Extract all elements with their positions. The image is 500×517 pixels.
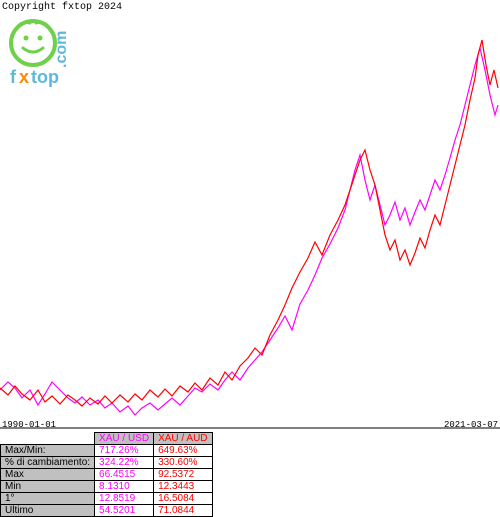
table-header-row: XAU / USD XAU / AUD [1, 433, 213, 445]
row-value-1: 54.5201 [95, 505, 154, 517]
table-row: Max/Min:717.26%649.63% [1, 445, 213, 457]
x-start-label: 1990-01-01 [2, 420, 56, 430]
line-chart [0, 10, 500, 420]
row-label: Max/Min: [1, 445, 95, 457]
x-end-label: 2021-03-07 [444, 420, 498, 430]
row-value-2: 330.60% [154, 457, 212, 469]
row-value-1: 66.4515 [95, 469, 154, 481]
row-value-2: 92.5372 [154, 469, 212, 481]
table-row: 1°12.851916.5084 [1, 493, 213, 505]
row-value-1: 8.1310 [95, 481, 154, 493]
row-value-2: 649.63% [154, 445, 212, 457]
table-row: Min8.131012.3443 [1, 481, 213, 493]
col2-header: XAU / AUD [154, 433, 212, 445]
empty-cell [1, 433, 95, 445]
series-line [0, 48, 498, 415]
table-row: Ultimo54.520171.0844 [1, 505, 213, 517]
row-label: 1° [1, 493, 95, 505]
table-row: Max66.451592.5372 [1, 469, 213, 481]
row-value-2: 12.3443 [154, 481, 212, 493]
row-label: Min [1, 481, 95, 493]
row-label: Max [1, 469, 95, 481]
row-label: % di cambiamento: [1, 457, 95, 469]
row-value-2: 71.0844 [154, 505, 212, 517]
row-value-1: 717.26% [95, 445, 154, 457]
table-row: % di cambiamento:324.22%330.60% [1, 457, 213, 469]
series-line [0, 40, 498, 406]
row-value-1: 12.8519 [95, 493, 154, 505]
row-value-2: 16.5084 [154, 493, 212, 505]
row-value-1: 324.22% [95, 457, 154, 469]
col1-header: XAU / USD [95, 433, 154, 445]
chart-svg [0, 10, 500, 430]
stats-table: XAU / USD XAU / AUD Max/Min:717.26%649.6… [0, 432, 213, 517]
row-label: Ultimo [1, 505, 95, 517]
